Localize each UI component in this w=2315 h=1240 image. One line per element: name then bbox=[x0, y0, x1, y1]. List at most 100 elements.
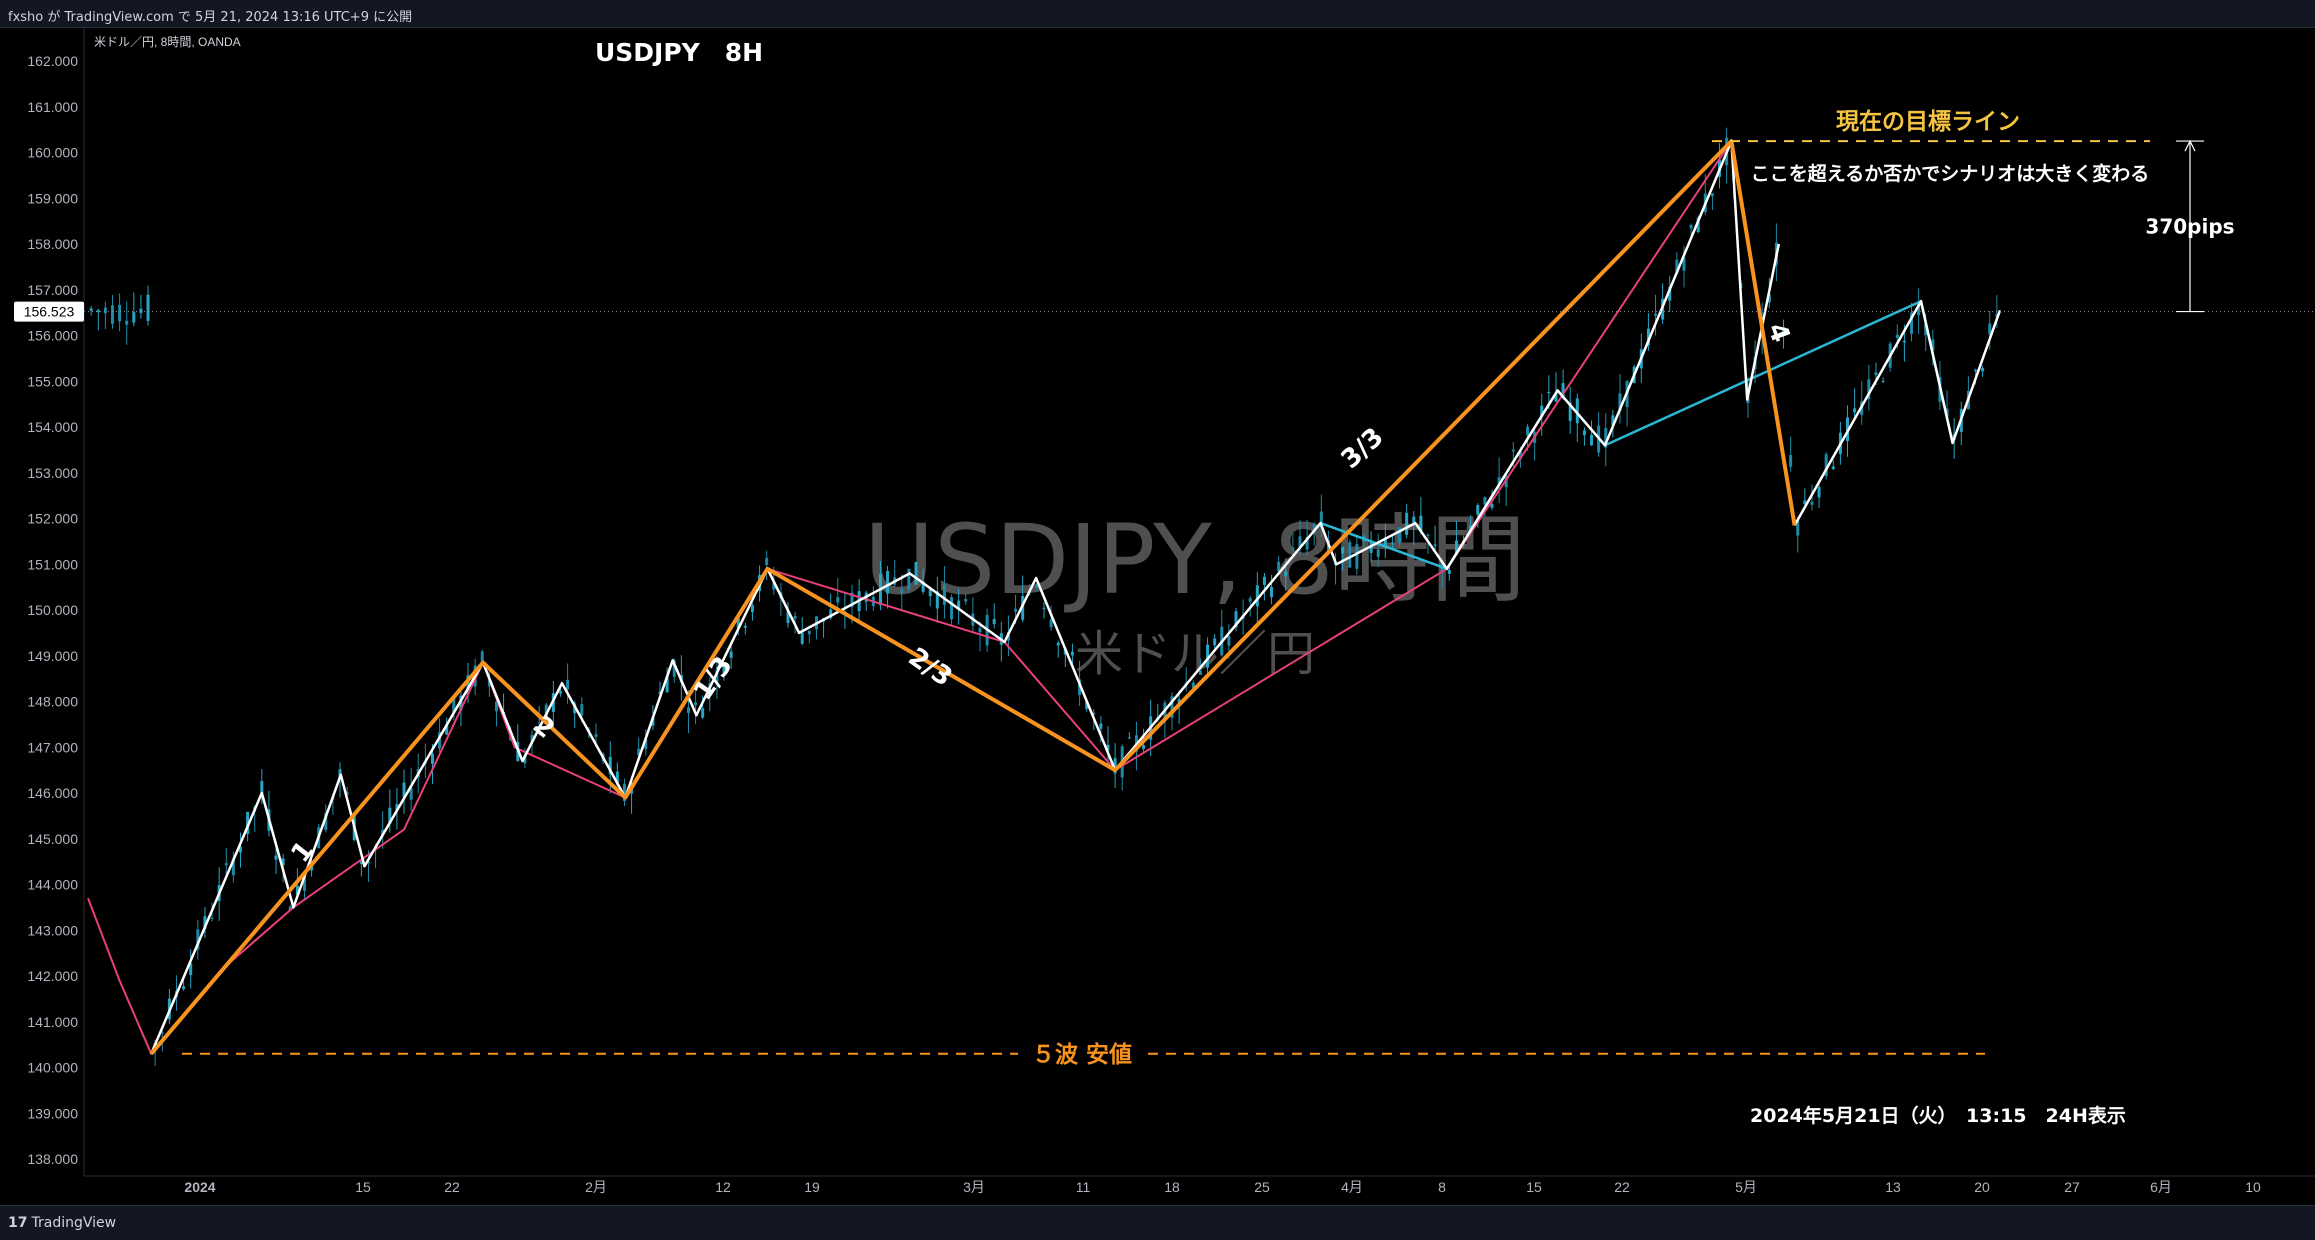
candle-body bbox=[1518, 451, 1522, 459]
candle-body bbox=[125, 320, 129, 325]
price-tick-label: 140.000 bbox=[27, 1060, 78, 1076]
candle-body bbox=[274, 855, 278, 860]
candle-body bbox=[1682, 257, 1686, 271]
time-tick-label: 18 bbox=[1164, 1179, 1180, 1195]
candle-body bbox=[1910, 312, 1914, 334]
candle-body bbox=[1142, 745, 1146, 749]
candle-body bbox=[1291, 547, 1295, 549]
candle-body bbox=[928, 589, 932, 597]
candle-body bbox=[324, 812, 328, 830]
price-tick-label: 148.000 bbox=[27, 694, 78, 710]
candle-body bbox=[1526, 426, 1530, 436]
candle-body bbox=[381, 829, 385, 836]
candle-body bbox=[558, 691, 562, 694]
candle-body bbox=[1604, 428, 1608, 448]
candle-body bbox=[1511, 449, 1515, 452]
candle-body bbox=[1824, 454, 1828, 477]
candle-body bbox=[1568, 402, 1572, 421]
candle-body bbox=[1540, 405, 1544, 417]
candle-body bbox=[544, 704, 548, 718]
candle-body bbox=[210, 917, 214, 919]
candle-body bbox=[1831, 466, 1835, 469]
candle-body bbox=[1853, 408, 1857, 413]
candle-body bbox=[1319, 511, 1323, 529]
candle-body bbox=[786, 610, 790, 624]
candle-body bbox=[409, 788, 413, 800]
candle-body bbox=[1710, 193, 1714, 197]
candle-body bbox=[1227, 635, 1231, 646]
candle-body bbox=[1049, 619, 1053, 628]
candle-body bbox=[701, 708, 705, 718]
candle-body bbox=[807, 630, 811, 635]
candle-body bbox=[1099, 723, 1103, 729]
candle-body bbox=[1070, 651, 1074, 656]
candle-body bbox=[658, 691, 662, 695]
candle-body bbox=[203, 916, 207, 930]
price-tick-label: 144.000 bbox=[27, 877, 78, 893]
price-tick-label: 151.000 bbox=[27, 556, 78, 572]
time-axis[interactable]: 2024 15 22 2月 12 19 3月 11 18 25 4月 8 15 22 5月 13 20 27 6月 1… bbox=[184, 1179, 2261, 1195]
current-price-label: 156.523 bbox=[24, 304, 75, 320]
candle-body bbox=[1056, 642, 1060, 646]
candle-body bbox=[1262, 576, 1266, 585]
price-tick-label: 143.000 bbox=[27, 922, 78, 938]
candle-body bbox=[1561, 383, 1565, 399]
time-tick-label: 19 bbox=[804, 1179, 820, 1195]
candle-body bbox=[950, 597, 954, 620]
candle-body bbox=[793, 615, 797, 619]
candle-body bbox=[1312, 524, 1316, 530]
candle-body bbox=[438, 732, 442, 749]
candle-body bbox=[1696, 217, 1700, 232]
price-tick-label: 154.000 bbox=[27, 419, 78, 435]
candle-body bbox=[487, 678, 491, 687]
candle-body bbox=[1284, 571, 1288, 577]
price-axis[interactable]: 138.000 139.000 140.000 141.000 142.000 143.0… bbox=[27, 53, 78, 1167]
candle-body bbox=[89, 308, 93, 311]
candle-body bbox=[189, 963, 193, 976]
time-tick-label: 10 bbox=[2245, 1179, 2261, 1195]
price-chart[interactable]: USDJPY, 8時間 米ドル／円 138.000139.000140.0001… bbox=[0, 28, 2315, 1205]
time-tick-label: 22 bbox=[444, 1179, 460, 1195]
publish-header: fxsho が TradingView.com で 5月 21, 2024 13… bbox=[0, 0, 2315, 28]
candle-body bbox=[1191, 682, 1195, 689]
distance-label: 370pips bbox=[2145, 214, 2234, 238]
candle-body bbox=[850, 592, 854, 608]
candle-body bbox=[672, 660, 676, 677]
candle-body bbox=[1412, 516, 1416, 525]
candle-body bbox=[110, 305, 114, 324]
candle-body bbox=[615, 771, 619, 785]
current-price-badge bbox=[14, 301, 84, 322]
candle-body bbox=[1035, 584, 1039, 588]
candle-body bbox=[1611, 415, 1615, 426]
candle-body bbox=[402, 782, 406, 797]
time-tick-label: 22 bbox=[1614, 1179, 1630, 1195]
candle-body bbox=[231, 858, 235, 876]
candle-body bbox=[1206, 644, 1210, 668]
candle-body bbox=[302, 876, 306, 891]
candle-body bbox=[1497, 477, 1501, 485]
time-tick-label: 12 bbox=[715, 1179, 731, 1195]
candle-body bbox=[146, 294, 150, 321]
candle-body bbox=[957, 600, 961, 609]
candle-body bbox=[772, 582, 776, 590]
candle-body bbox=[480, 651, 484, 662]
price-tick-label: 158.000 bbox=[27, 236, 78, 252]
price-tick-label: 149.000 bbox=[27, 648, 78, 664]
candle-body bbox=[359, 860, 363, 865]
white-subwaves-line bbox=[150, 139, 1781, 1055]
candle-body bbox=[736, 614, 740, 629]
candle-body bbox=[964, 599, 968, 602]
price-tick-label: 152.000 bbox=[27, 511, 78, 527]
candle-body bbox=[1348, 542, 1352, 568]
candle-body bbox=[1931, 339, 1935, 351]
candle-body bbox=[1376, 549, 1380, 557]
candle-body bbox=[1476, 505, 1480, 515]
time-tick-label: 15 bbox=[355, 1179, 371, 1195]
candle-body bbox=[992, 619, 996, 625]
candle-body bbox=[1198, 670, 1202, 675]
watermark-main: USDJPY, 8時間 bbox=[864, 504, 1526, 616]
candle-body bbox=[1078, 679, 1082, 695]
candle-body bbox=[345, 792, 349, 795]
tradingview-logo[interactable]: 17 TradingView bbox=[8, 1215, 116, 1231]
